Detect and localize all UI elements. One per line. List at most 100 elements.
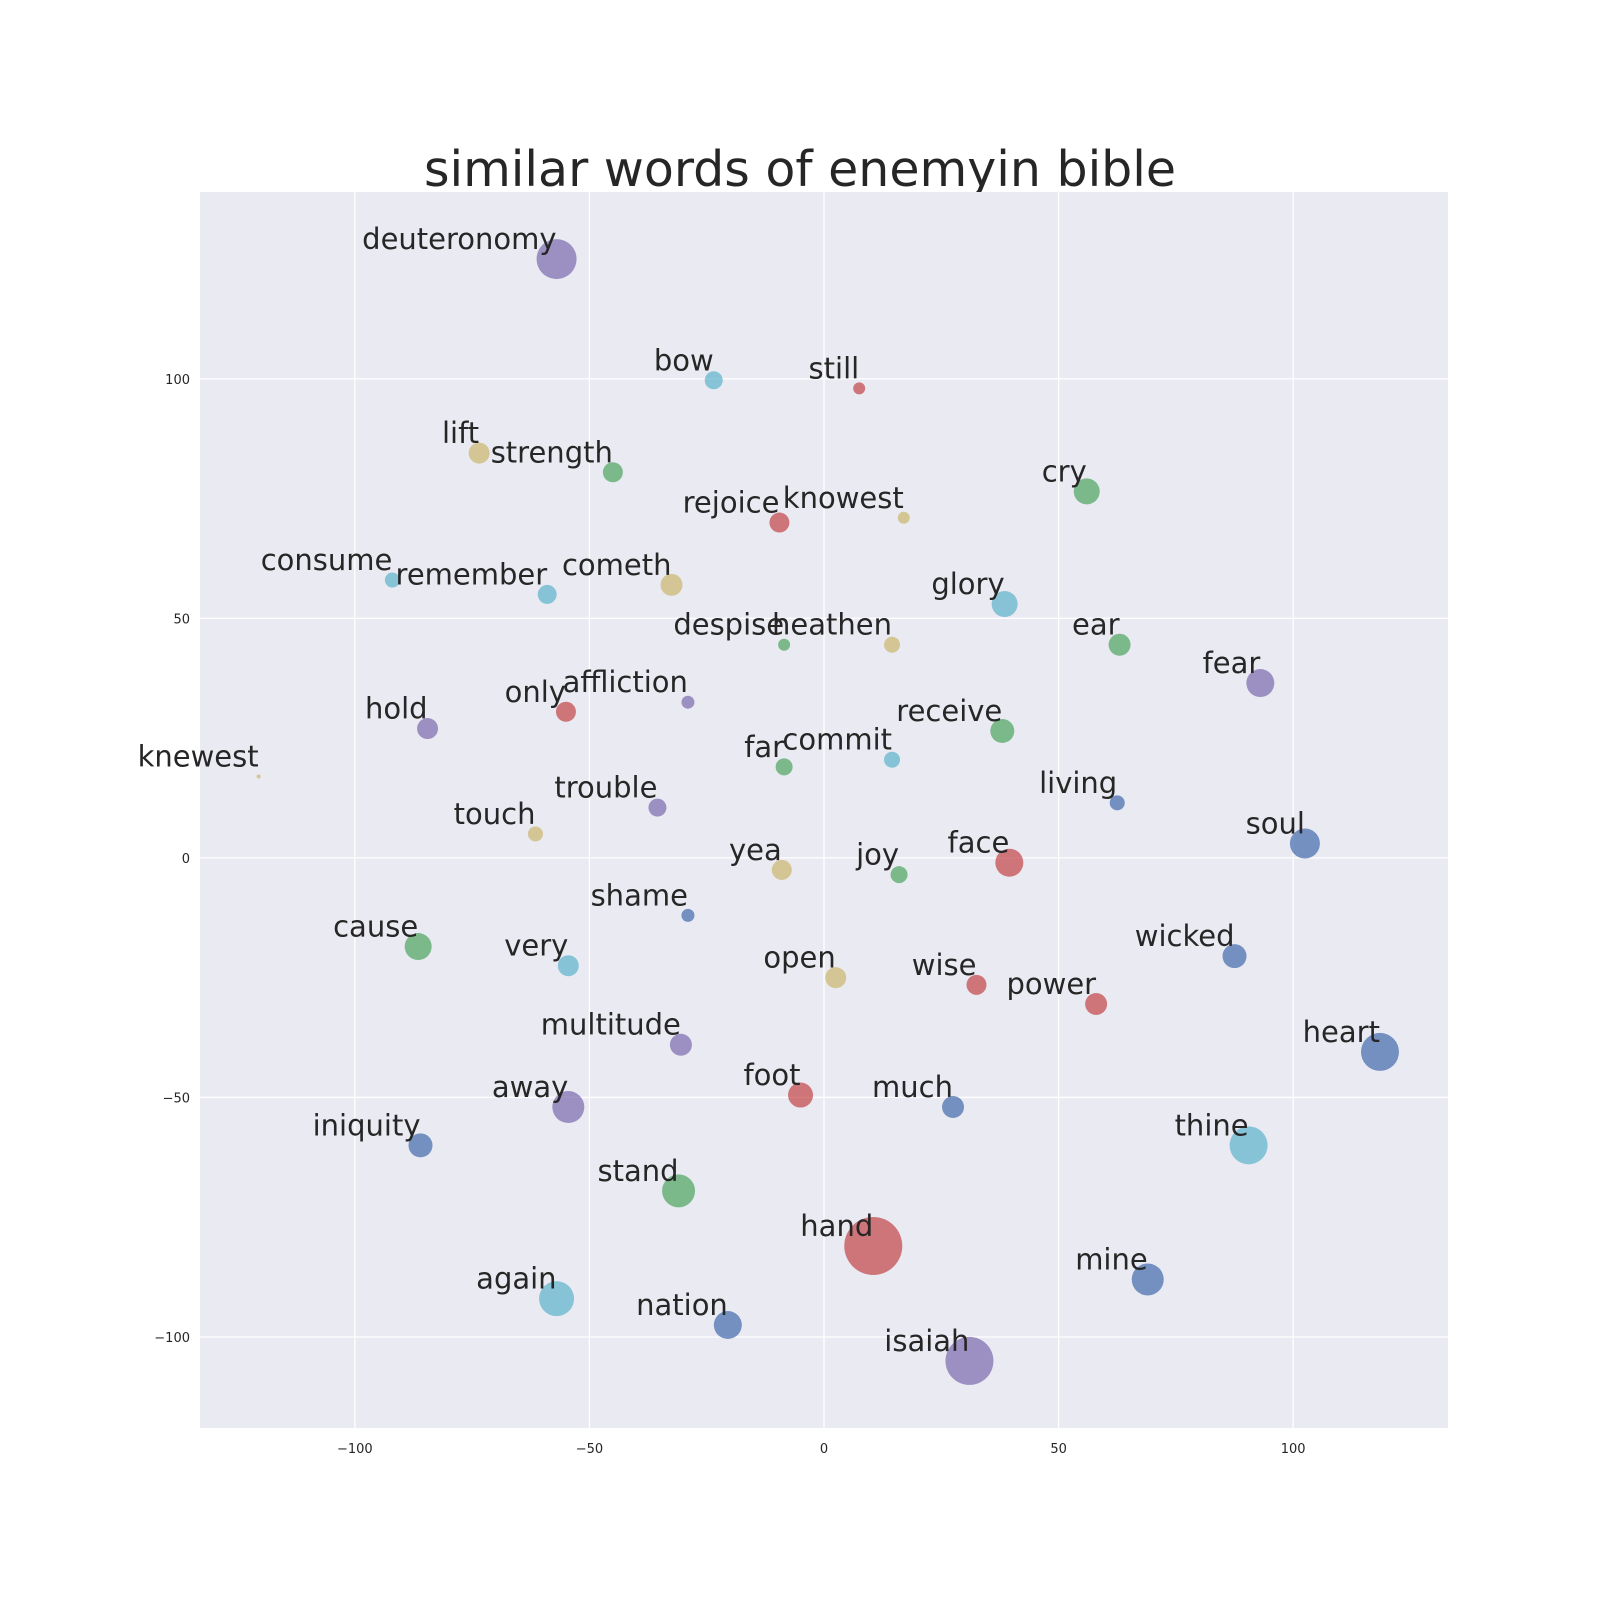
point-label-knowest: knowest [783,481,904,515]
point-label-cry: cry [1042,454,1087,488]
point-multitude [669,1033,692,1056]
point-power [1085,993,1108,1016]
point-away [552,1091,585,1124]
point-label-multitude: multitude [541,1008,681,1042]
point-glory [991,591,1018,617]
point-far [775,758,793,776]
point-lift [468,442,490,464]
point-label-fear: fear [1203,646,1261,680]
point-label-still: still [809,351,860,385]
point-despise [778,638,791,651]
grid-layer [200,192,1448,1428]
point-label-very: very [504,929,568,963]
y-tick-label: −50 [163,1091,190,1106]
point-label-bow: bow [654,343,714,377]
point-fear [1246,669,1275,698]
point-knowest [897,511,910,524]
point-very [557,955,579,977]
point-bow [704,371,723,390]
point-trouble [648,798,667,817]
point-label-stand: stand [598,1154,679,1188]
point-consume [384,572,400,588]
point-label-cause: cause [333,910,418,944]
labels-layer: deuteronomy bow still lift strength cry rejoic… [138,222,1380,1358]
point-label-cometh: cometh [562,548,672,582]
point-touch [527,826,543,842]
point-heart [1360,1032,1399,1071]
point-commit [884,751,901,768]
point-iniquity [408,1133,433,1158]
point-mine [1131,1263,1164,1296]
point-label-living: living [1039,766,1117,800]
point-label-open: open [763,941,835,975]
x-tick-label: −100 [337,1442,373,1457]
x-tick-label: 50 [1050,1442,1067,1457]
point-label-lift: lift [442,416,479,450]
point-label-power: power [1006,967,1096,1001]
point-stand [662,1174,696,1208]
point-label-wicked: wicked [1135,919,1235,953]
point-rejoice [769,512,790,533]
point-remember [537,584,557,604]
x-tick-label: 100 [1281,1442,1306,1457]
point-label-iniquity: iniquity [313,1108,421,1142]
x-tick-label: 0 [820,1442,828,1457]
point-label-foot: foot [743,1058,800,1092]
point-label-mine: mine [1075,1242,1148,1276]
y-axis-ticks: 100 50 0 −50 −100 [154,373,190,1346]
point-much [942,1096,965,1119]
point-cry [1073,478,1100,505]
point-label-consume: consume [261,543,393,577]
y-tick-label: 50 [173,612,190,627]
point-label-commit: commit [782,723,892,757]
point-cometh [660,573,683,596]
point-label-hand: hand [800,1209,873,1243]
point-nation [713,1311,742,1339]
point-label-face: face [948,826,1010,860]
point-hand [844,1216,903,1275]
point-wicked [1222,944,1247,969]
point-thine [1229,1126,1268,1165]
point-label-glory: glory [931,567,1004,601]
y-tick-label: 100 [165,373,190,388]
point-foot [788,1082,814,1108]
point-still [853,382,866,395]
y-tick-label: 0 [182,852,190,867]
point-label-yea: yea [729,833,782,867]
point-label-touch: touch [454,797,536,831]
point-label-away: away [492,1070,568,1104]
point-label-heathen: heathen [772,608,892,642]
point-soul [1289,828,1320,859]
y-tick-label: −100 [154,1331,190,1346]
point-heathen [884,636,901,653]
point-label-nation: nation [636,1288,728,1322]
point-yea [771,859,792,880]
point-label-shame: shame [591,878,688,912]
point-label-despise: despise [673,608,784,642]
point-label-deuteronomy: deuteronomy [362,222,556,256]
point-joy [890,866,908,884]
point-label-soul: soul [1246,807,1305,841]
point-label-strength: strength [491,435,613,469]
point-label-ear: ear [1072,608,1120,642]
point-living [1109,795,1125,811]
point-label-wise: wise [912,948,977,982]
point-wise [966,974,987,995]
point-label-much: much [872,1070,953,1104]
point-label-again: again [476,1262,556,1296]
point-label-far: far [744,730,784,764]
point-label-affliction: affliction [563,665,688,699]
point-label-thine: thine [1175,1108,1249,1142]
point-knewest [256,774,261,779]
point-receive [990,718,1015,743]
chart-title: similar words of enemyin bible [424,141,1176,198]
point-label-remember: remember [396,557,548,591]
point-cause [404,933,432,961]
point-only [555,701,576,722]
point-affliction [681,695,695,709]
point-label-trouble: trouble [554,771,657,805]
point-label-heart: heart [1303,1015,1380,1049]
point-label-joy: joy [855,838,899,872]
point-again [539,1281,575,1317]
